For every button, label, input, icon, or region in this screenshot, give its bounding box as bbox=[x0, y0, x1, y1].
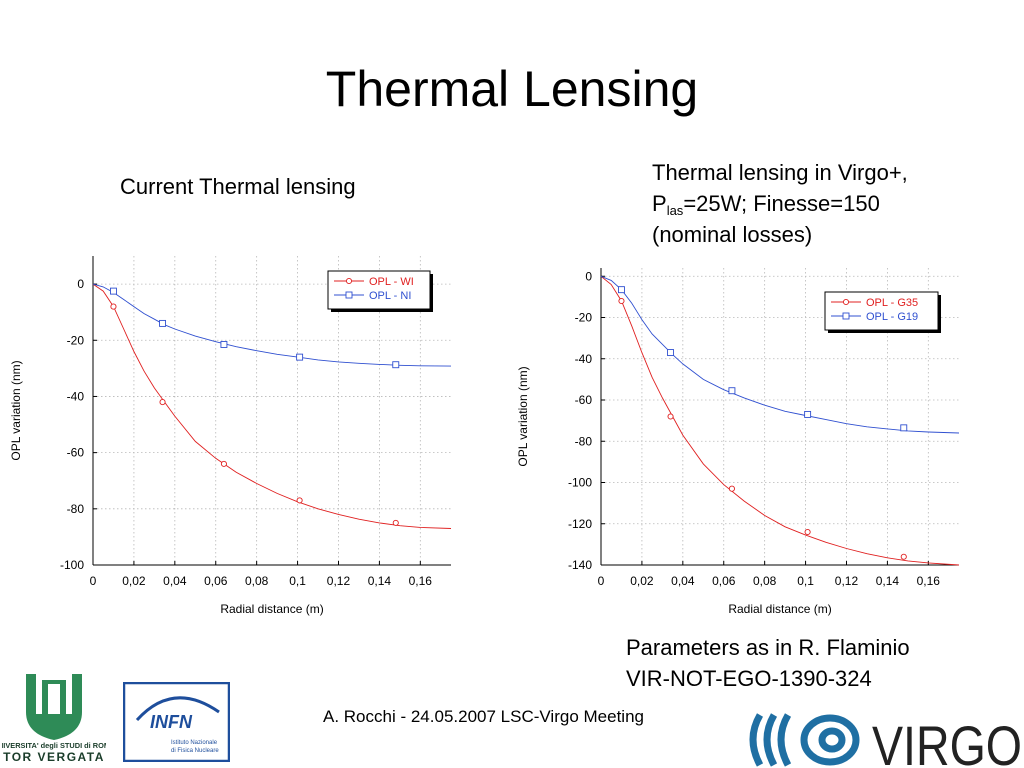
tor-vergata-line2: TOR VERGATA bbox=[3, 750, 105, 764]
infn-name: INFN bbox=[150, 712, 193, 732]
x-tick-label: 0,1 bbox=[797, 574, 814, 588]
x-tick-label: 0 bbox=[90, 574, 97, 588]
legend-label: OPL - G35 bbox=[866, 297, 918, 309]
x-axis-label: Radial distance (m) bbox=[728, 602, 831, 616]
series-line-opl-wi bbox=[92, 283, 452, 529]
right-heading-line2-sub: las bbox=[666, 203, 684, 218]
y-tick-label: -60 bbox=[67, 446, 85, 460]
legend-label: OPL - NI bbox=[369, 290, 411, 302]
y-tick-label: -100 bbox=[568, 476, 592, 490]
data-point bbox=[220, 460, 227, 467]
right-heading-line2-rest: =25W; Finesse=150 bbox=[683, 191, 880, 216]
left-chart-heading: Current Thermal lensing bbox=[120, 174, 356, 199]
data-point bbox=[392, 519, 399, 526]
right-heading-line2-prefix: P bbox=[652, 191, 667, 216]
x-tick-label: 0,1 bbox=[289, 574, 306, 588]
x-tick-label: 0,12 bbox=[835, 574, 859, 588]
data-point bbox=[220, 341, 228, 348]
y-tick-label: -100 bbox=[60, 558, 84, 572]
parameters-note: Parameters as in R. Flaminio VIR-NOT-EGO… bbox=[626, 632, 910, 694]
virgo-logo: VIRGO bbox=[749, 713, 1022, 768]
legend: OPL - G35 OPL - G19 bbox=[824, 291, 941, 333]
legend-box bbox=[824, 291, 939, 331]
data-point bbox=[667, 349, 675, 357]
series-line-opl-g35 bbox=[600, 275, 960, 566]
right-heading-line2: Plas=25W; Finesse=150 bbox=[652, 188, 908, 219]
legend-box bbox=[327, 270, 431, 310]
data-point bbox=[159, 399, 166, 406]
data-point bbox=[296, 353, 304, 361]
x-tick-label: 0,04 bbox=[671, 574, 695, 588]
y-tick-label: -140 bbox=[568, 558, 592, 572]
y-tick-label: -40 bbox=[575, 352, 593, 366]
infn-sub2: di Fisica Nucleare bbox=[171, 748, 219, 754]
tor-vergata-emblem-icon bbox=[26, 674, 82, 740]
x-tick-label: 0,14 bbox=[876, 574, 900, 588]
virgo-text: VIRGO bbox=[872, 714, 1022, 768]
x-tick-label: 0,12 bbox=[327, 574, 351, 588]
y-tick-label: 0 bbox=[585, 269, 592, 283]
tor-vergata-logo: UNIVERSITA' degli STUDI di ROMA TOR VERG… bbox=[2, 674, 106, 764]
data-point bbox=[110, 303, 117, 310]
legend-swatch-marker bbox=[842, 298, 850, 306]
data-point bbox=[900, 553, 907, 560]
data-point bbox=[728, 485, 735, 492]
right-heading-line3: (nominal losses) bbox=[652, 222, 813, 247]
data-point bbox=[804, 410, 812, 418]
data-point bbox=[296, 497, 303, 504]
legend: OPL - WI OPL - NI bbox=[327, 270, 433, 312]
x-tick-label: 0,14 bbox=[368, 574, 392, 588]
infn-orbit-icon bbox=[135, 696, 220, 722]
data-point bbox=[159, 319, 167, 327]
legend-label: OPL - G19 bbox=[866, 311, 918, 323]
data-point bbox=[618, 286, 625, 294]
page-title: Thermal Lensing bbox=[325, 61, 699, 117]
legend-swatch-marker bbox=[345, 277, 353, 285]
chart-current-thermal-lensing: 0 0,02 0,04 0,06 0,08 0,1 0,12 0,14 0,16 0 -20 -40 -… bbox=[9, 256, 452, 616]
y-tick-label: -80 bbox=[67, 502, 85, 516]
infn-sub1: Istituto Nazionale bbox=[171, 740, 218, 746]
x-tick-label: 0 bbox=[598, 574, 605, 588]
y-axis-label: OPL variation (nm) bbox=[516, 366, 530, 466]
y-tick-label: -40 bbox=[67, 389, 85, 403]
data-point bbox=[900, 424, 908, 432]
x-axis-label: Radial distance (m) bbox=[220, 602, 323, 616]
x-tick-label: 0,06 bbox=[204, 574, 228, 588]
y-tick-label: -120 bbox=[568, 517, 592, 531]
right-heading-line1: Thermal lensing in Virgo+, bbox=[652, 160, 908, 185]
legend-swatch-marker bbox=[345, 291, 353, 299]
x-tick-label: 0,02 bbox=[122, 574, 146, 588]
virgo-wave-icon bbox=[749, 713, 860, 767]
legend-swatch-marker bbox=[842, 312, 850, 320]
x-tick-label: 0,02 bbox=[630, 574, 654, 588]
y-tick-label: -80 bbox=[575, 434, 593, 448]
chart-virgo-plus-thermal-lensing: 0 0,02 0,04 0,06 0,08 0,1 0,12 0,14 0,16 0 -20 -40 -… bbox=[516, 268, 960, 616]
legend-label: OPL - WI bbox=[369, 276, 414, 288]
right-chart-heading: Thermal lensing in Virgo+, Plas=25W; Fin… bbox=[652, 157, 908, 250]
parameters-line1: Parameters as in R. Flaminio bbox=[626, 635, 910, 660]
x-tick-label: 0,06 bbox=[712, 574, 736, 588]
x-tick-label: 0,16 bbox=[917, 574, 941, 588]
tor-vergata-line1: UNIVERSITA' degli STUDI di ROMA bbox=[2, 741, 106, 750]
footer-citation: A. Rocchi - 24.05.2007 LSC-Virgo Meeting bbox=[323, 707, 644, 726]
data-point bbox=[110, 287, 117, 295]
data-point bbox=[667, 413, 674, 420]
x-tick-label: 0,04 bbox=[163, 574, 187, 588]
x-tick-label: 0,08 bbox=[245, 574, 269, 588]
y-tick-label: -60 bbox=[575, 393, 593, 407]
infn-logo: INFN Istituto Nazionale di Fisica Nuclea… bbox=[123, 682, 230, 762]
data-point bbox=[804, 528, 811, 536]
data-point bbox=[728, 387, 736, 395]
parameters-line2: VIR-NOT-EGO-1390-324 bbox=[626, 666, 872, 691]
data-point bbox=[618, 297, 625, 305]
y-axis-label: OPL variation (nm) bbox=[9, 360, 23, 460]
y-tick-label: -20 bbox=[575, 311, 593, 325]
y-tick-label: -20 bbox=[67, 333, 85, 347]
data-point bbox=[392, 361, 400, 369]
x-tick-label: 0,16 bbox=[409, 574, 433, 588]
x-tick-label: 0,08 bbox=[753, 574, 777, 588]
y-tick-label: 0 bbox=[77, 277, 84, 291]
